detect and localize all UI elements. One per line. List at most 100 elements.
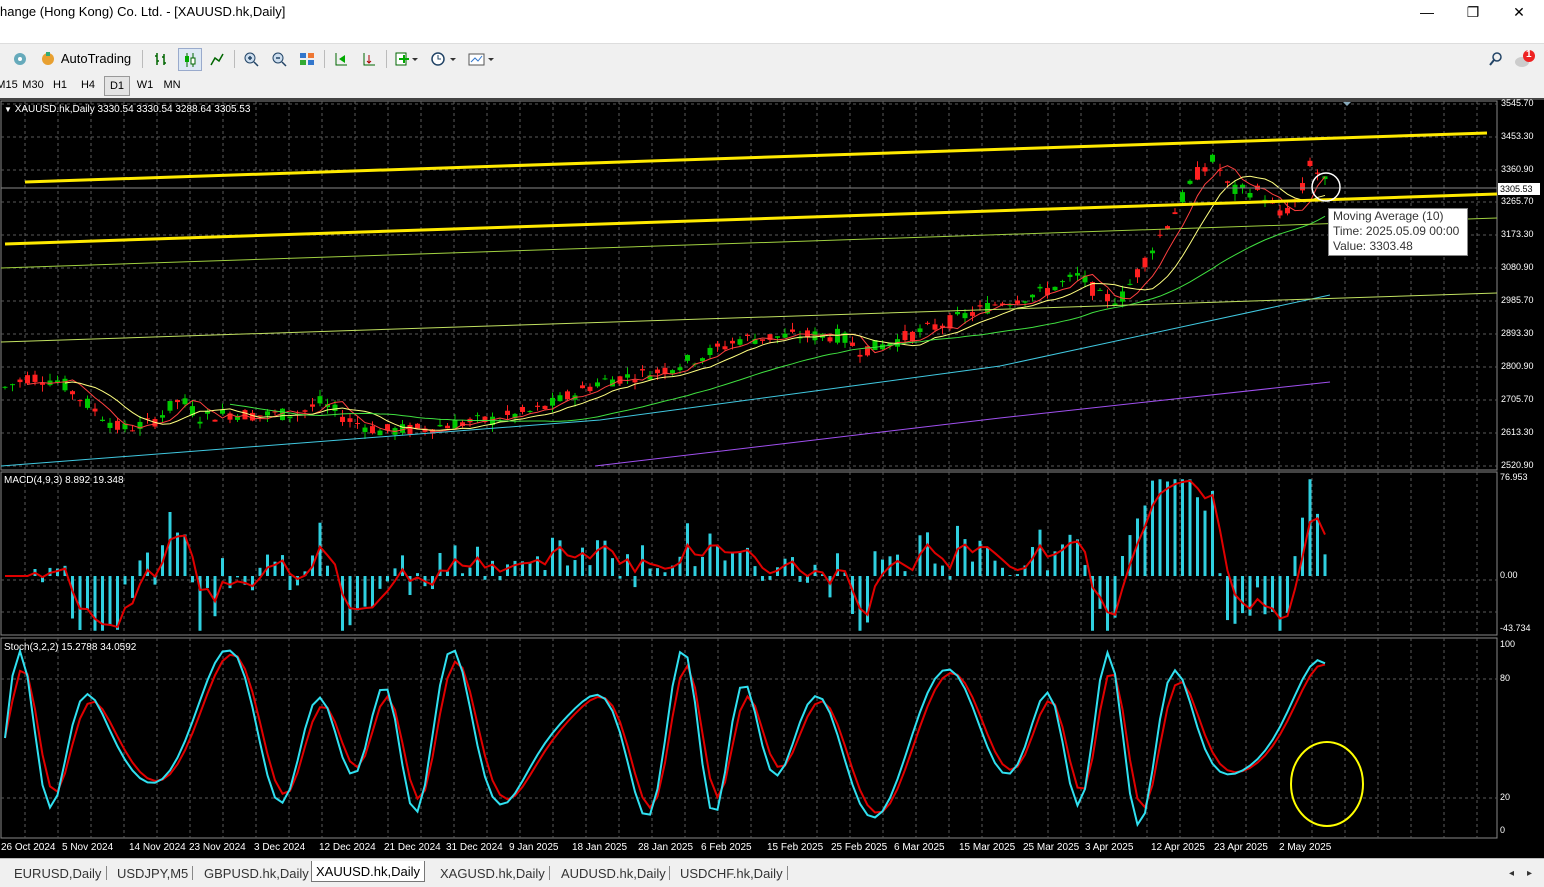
stoch-axis-label: 20 bbox=[1500, 792, 1511, 802]
candle-body bbox=[332, 404, 338, 411]
candle-body bbox=[1180, 192, 1185, 203]
autoscroll-icon[interactable] bbox=[358, 48, 380, 69]
tab-audusd[interactable]: AUDUSD.hk,Daily bbox=[561, 865, 666, 881]
zoom-in-icon[interactable] bbox=[240, 48, 262, 69]
line-chart-icon[interactable] bbox=[206, 48, 228, 69]
price-axis-label: 3265.70 bbox=[1501, 196, 1534, 206]
tile-windows-icon[interactable] bbox=[296, 48, 318, 69]
search-icon[interactable] bbox=[1486, 48, 1506, 69]
candle-body bbox=[805, 330, 810, 337]
candle-body bbox=[1067, 274, 1073, 277]
candle-body bbox=[850, 342, 855, 346]
candle-body bbox=[287, 416, 293, 419]
candle-body bbox=[857, 354, 863, 357]
candle-body bbox=[940, 325, 945, 328]
timeframe-d1[interactable]: D1 bbox=[104, 76, 130, 96]
candle-body bbox=[1090, 282, 1095, 296]
candle-body bbox=[610, 379, 615, 387]
scroll-left-icon[interactable]: ◂ bbox=[1509, 867, 1515, 879]
candle-body bbox=[910, 331, 915, 342]
tab-usdchf[interactable]: USDCHF.hk,Daily bbox=[680, 865, 783, 881]
scroll-right-icon[interactable]: ▸ bbox=[1527, 867, 1533, 879]
candle-body bbox=[1172, 212, 1178, 215]
candle-body bbox=[827, 337, 833, 342]
tab-xagusd[interactable]: XAGUSD.hk,Daily bbox=[440, 865, 545, 881]
timeframe-h4[interactable]: H4 bbox=[80, 79, 96, 91]
ma-line-200 bbox=[594, 381, 1331, 467]
notification-icon[interactable]: 1 bbox=[1512, 48, 1538, 69]
candle-body bbox=[1015, 300, 1020, 304]
tab-gbpusd[interactable]: GBPUSD.hk,Daily bbox=[204, 865, 309, 881]
candle-body bbox=[482, 416, 488, 423]
trendline-thin bbox=[0, 217, 1498, 269]
templates-dropdown-icon[interactable] bbox=[466, 48, 498, 69]
timeframe-m15[interactable]: M15 bbox=[0, 79, 18, 91]
candle-body bbox=[1000, 303, 1005, 306]
timeframe-m30[interactable]: M30 bbox=[22, 79, 44, 91]
macd-signal-line bbox=[5, 479, 1326, 629]
candle-body bbox=[25, 375, 30, 384]
minimize-button[interactable]: — bbox=[1420, 4, 1434, 20]
candle-body bbox=[1225, 181, 1230, 183]
periods-dropdown-icon[interactable] bbox=[428, 48, 460, 69]
candle-body bbox=[160, 415, 165, 418]
date-axis-label: 6 Feb 2025 bbox=[701, 842, 752, 853]
chart-shift-icon[interactable] bbox=[330, 48, 352, 69]
candle-body bbox=[385, 424, 390, 431]
candle-body bbox=[970, 312, 975, 316]
close-button[interactable]: ✕ bbox=[1513, 3, 1525, 20]
autotrading-button[interactable]: AutoTrading bbox=[36, 48, 134, 69]
timeframe-h1[interactable]: H1 bbox=[52, 79, 68, 91]
chart-shift-marker bbox=[1343, 102, 1351, 106]
candle-body bbox=[1300, 183, 1305, 191]
candle-body bbox=[715, 343, 720, 347]
chart-canvas[interactable] bbox=[0, 98, 1544, 858]
stoch-axis-label: 100 bbox=[1500, 639, 1516, 649]
candle-body bbox=[377, 430, 383, 436]
tooltip-time: Time: 2025.05.09 00:00 bbox=[1333, 224, 1460, 238]
bar-chart-icon[interactable] bbox=[150, 48, 172, 69]
tab-usdjpy[interactable]: USDJPY,M5 bbox=[117, 865, 189, 881]
candle-body bbox=[902, 331, 908, 341]
candle-body bbox=[137, 421, 143, 429]
candle-body bbox=[355, 423, 360, 425]
candle-body bbox=[85, 398, 90, 408]
candle-body bbox=[265, 411, 270, 416]
candle-body bbox=[887, 343, 893, 347]
candle-body bbox=[1135, 269, 1140, 278]
candle-body bbox=[407, 425, 413, 435]
candle-body bbox=[587, 386, 593, 392]
channel-upper-line bbox=[24, 131, 1488, 184]
tab-eurusd[interactable]: EURUSD,Daily bbox=[14, 865, 102, 881]
candle-body bbox=[790, 329, 795, 332]
signal-icon[interactable] bbox=[10, 48, 30, 69]
candle-body bbox=[1150, 250, 1155, 254]
candle-body bbox=[1277, 210, 1283, 216]
macd-axis-label: 76.953 bbox=[1500, 472, 1528, 482]
macd-label: MACD(4,9,3) 8.892 19.348 bbox=[4, 475, 124, 486]
candle-body bbox=[1075, 273, 1080, 276]
candle-body bbox=[977, 305, 983, 307]
candle-body bbox=[752, 338, 758, 344]
candle-body bbox=[925, 322, 930, 324]
price-axis-label: 2893.30 bbox=[1501, 328, 1534, 338]
candle-body bbox=[1210, 154, 1215, 162]
chart-collapse-icon[interactable]: ▼ bbox=[4, 105, 12, 114]
candle-body bbox=[1195, 167, 1200, 180]
highlight-circle bbox=[1311, 172, 1341, 202]
date-axis-label: 23 Apr 2025 bbox=[1214, 842, 1268, 853]
candle-body bbox=[557, 395, 563, 402]
candlestick-icon[interactable] bbox=[178, 48, 202, 71]
candle-body bbox=[205, 410, 210, 414]
zoom-out-icon[interactable] bbox=[268, 48, 290, 69]
maximize-button[interactable]: ❐ bbox=[1466, 3, 1480, 20]
indicators-dropdown-icon[interactable] bbox=[392, 48, 422, 69]
candle-body bbox=[130, 430, 135, 432]
candle-body bbox=[257, 415, 263, 417]
candle-body bbox=[47, 380, 53, 386]
timeframe-w1[interactable]: W1 bbox=[136, 79, 154, 91]
candle-body bbox=[1142, 257, 1148, 268]
timeframe-mn[interactable]: MN bbox=[163, 79, 181, 91]
tab-xauusd[interactable]: XAUUSD.hk,Daily bbox=[311, 861, 426, 882]
notification-count: 1 bbox=[1526, 49, 1532, 60]
